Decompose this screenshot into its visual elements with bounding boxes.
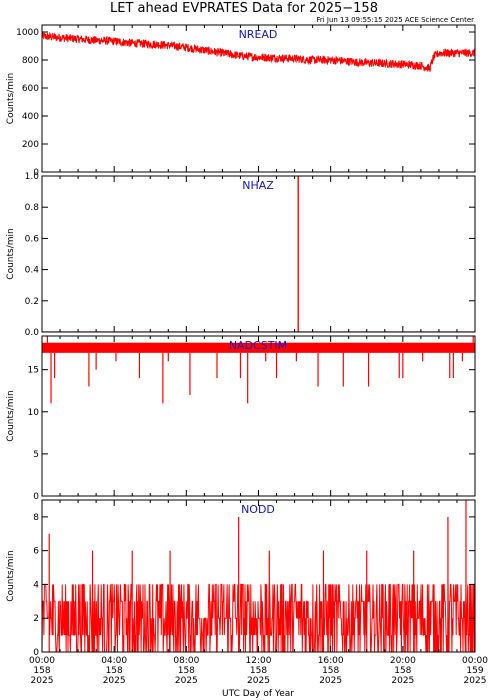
series-line [42,31,475,72]
x-tick-label-line: 20:00 [390,656,416,666]
y-tick-label: 10 [28,408,40,418]
panel-data [42,336,475,404]
x-tick-label-line: 158 [106,666,123,676]
y-tick-label: 0 [33,492,39,502]
y-tick-label: 600 [22,84,39,94]
y-tick-label: 5 [33,450,39,460]
panel-name: NODD [241,503,275,516]
x-tick-label-line: 158 [33,666,50,676]
y-tick-label: 0 [33,168,39,178]
y-tick-label: 0.2 [25,297,39,307]
y-tick-label: 6 [33,547,39,557]
y-tick-label: 0.8 [25,203,40,213]
panels-layer: 02004006008001000Counts/minNREAD0.00.20.… [6,24,476,658]
x-tick-label-line: 2025 [31,676,54,686]
y-tick-label: 800 [22,56,39,66]
y-tick-label: 400 [22,112,39,122]
x-tick-label-line: 2025 [464,676,487,686]
panel-frame [41,335,476,497]
panel-name: NADCSTIM [229,339,287,352]
x-tick-label-line: 08:00 [173,656,199,666]
panel-nhaz: 0.0 0.2 0.4 0.6 0.8 1.0 Counts/min NHAZ [6,172,476,338]
y-tick-label: 0 [33,648,39,658]
x-tick-label-line: 12:00 [246,656,272,666]
y-tick-label: 200 [22,140,39,150]
panel-nadcstim: 0 5 10 15 Counts/min NADCSTIM [6,335,476,502]
panel-nread: 0 200 400 600 800 1000 Counts/min NREAD [6,24,476,178]
x-tick-label-line: 159 [466,666,483,676]
y-tick-label: 8 [33,513,39,523]
y-tick-label: 0.6 [25,234,40,244]
x-tick-label-line: 16:00 [318,656,344,666]
y-tick-label: 0.4 [25,266,40,276]
x-axis: 00:00158202504:00158202508:00158202512:0… [29,656,488,686]
x-tick-label-line: 00:00 [462,656,488,666]
panel-nodd: 0 2 4 6 8 Counts/min NODD [6,499,476,658]
y-tick-label: 15 [28,366,39,376]
x-tick-label-line: 158 [178,666,195,676]
x-tick-label-line: 2025 [319,676,342,686]
timestamp-label: Fri Jun 13 09:55:15 2025 ACE Science Cen… [316,16,474,24]
panel-name: NREAD [239,28,278,41]
x-axis-label: UTC Day of Year [222,689,294,699]
y-tick-label: 0.0 [25,328,40,338]
series-line [42,583,475,652]
x-tick-label-line: 158 [322,666,339,676]
y-axis-label: Counts/min [6,73,16,124]
panel-data [42,500,475,652]
panel-data [42,31,475,72]
y-axis-label: Counts/min [6,550,16,601]
panel-data [42,176,475,332]
y-axis-label: Counts/min [6,390,16,441]
x-tick-label-line: 158 [250,666,267,676]
y-tick-label: 4 [33,580,39,590]
panel-frame [41,175,476,333]
panel-frame [41,24,476,173]
series-band [42,342,475,353]
x-tick-label-line: 04:00 [101,656,127,666]
y-tick-label: 2 [33,614,39,624]
x-tick-label-line: 2025 [247,676,270,686]
x-tick-label-line: 2025 [175,676,198,686]
x-tick-label-line: 2025 [103,676,126,686]
y-axis-label: Counts/min [6,228,16,279]
chart-title: LET ahead EVPRATES Data for 2025−158 [110,1,378,16]
panel-name: NHAZ [242,179,274,192]
x-tick-label-line: 158 [394,666,411,676]
x-tick-label-line: 00:00 [29,656,55,666]
y-tick-label: 1000 [16,28,39,38]
y-tick-label: 1.0 [25,172,40,182]
x-tick-label-line: 2025 [391,676,414,686]
